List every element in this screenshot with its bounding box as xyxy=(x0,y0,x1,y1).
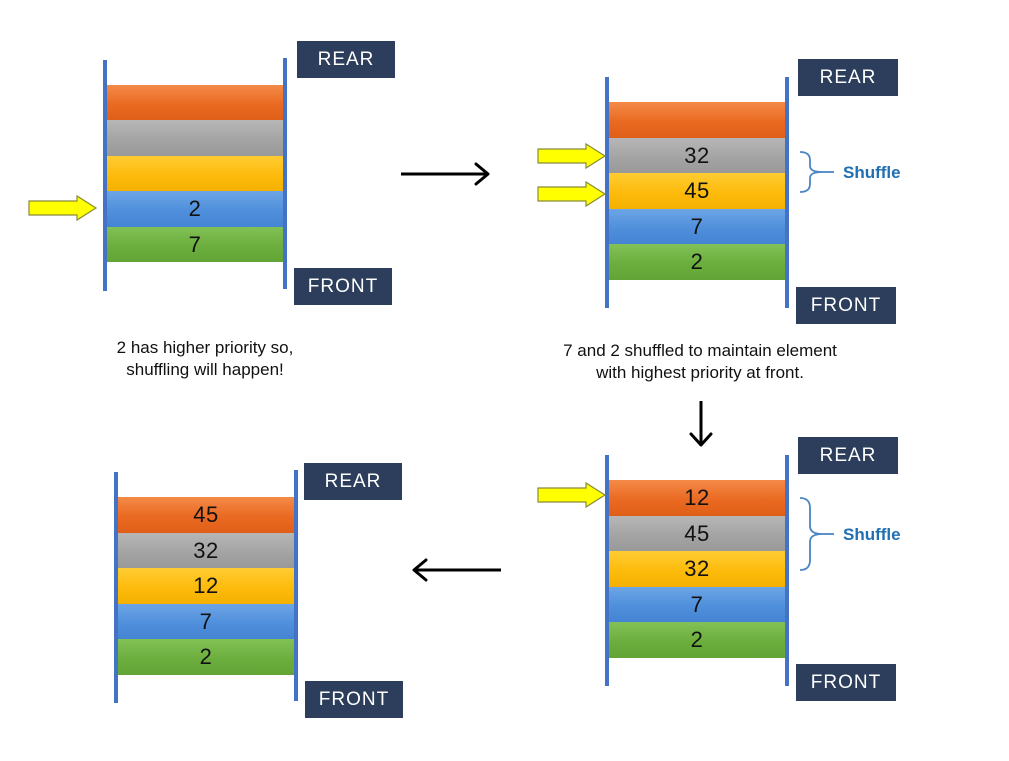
caption-line: shuffling will happen! xyxy=(126,360,284,379)
queue-slot: 32 xyxy=(609,138,785,173)
queue-slot: 7 xyxy=(609,209,785,244)
queue-slot: 2 xyxy=(107,191,283,227)
panel-1-caption: 2 has higher priority so, shuffling will… xyxy=(60,337,350,381)
queue-slot: 7 xyxy=(118,604,294,639)
queue-slot: 12 xyxy=(609,480,785,516)
left-arrow-icon xyxy=(412,558,501,582)
queue-slot: 7 xyxy=(609,587,785,622)
front-label: FRONT xyxy=(796,664,896,701)
queue-slot xyxy=(609,102,785,138)
front-label: FRONT xyxy=(796,287,896,324)
shuffle-label: Shuffle xyxy=(843,163,901,182)
caption-line: 7 and 2 shuffled to maintain element xyxy=(563,341,837,360)
queue-left-rail xyxy=(605,77,609,308)
queue-right-rail xyxy=(785,77,789,308)
queue-right-rail xyxy=(283,58,287,289)
panel-2-caption: 7 and 2 shuffled to maintain element wit… xyxy=(520,340,880,384)
insert-pointer-arrow xyxy=(537,180,607,208)
rear-label: REAR xyxy=(798,437,898,474)
queue-slot xyxy=(107,120,283,156)
queue-slot xyxy=(107,85,283,120)
shuffle-brace-icon xyxy=(799,151,834,193)
queue-left-rail xyxy=(605,455,609,686)
queue-slot: 2 xyxy=(609,244,785,280)
insert-pointer-arrow xyxy=(28,194,98,222)
queue-slot: 45 xyxy=(118,497,294,533)
queue-slot: 7 xyxy=(107,227,283,262)
rear-label: REAR xyxy=(297,41,395,78)
queue-slot: 32 xyxy=(118,533,294,568)
down-arrow-icon xyxy=(689,401,713,447)
front-label: FRONT xyxy=(305,681,403,718)
queue-slot xyxy=(107,156,283,191)
right-arrow-icon xyxy=(401,162,490,186)
rear-label: REAR xyxy=(304,463,402,500)
insert-pointer-arrow xyxy=(537,481,607,509)
queue-slot: 2 xyxy=(609,622,785,658)
queue-right-rail xyxy=(785,455,789,686)
shuffle-brace-icon xyxy=(799,497,834,571)
queue-slot: 32 xyxy=(609,551,785,587)
queue-left-rail xyxy=(103,60,107,291)
queue-slot: 2 xyxy=(118,639,294,675)
queue-slot: 45 xyxy=(609,516,785,551)
queue-left-rail xyxy=(114,472,118,703)
front-label: FRONT xyxy=(294,268,392,305)
caption-line: with highest priority at front. xyxy=(596,363,804,382)
queue-slot: 45 xyxy=(609,173,785,209)
rear-label: REAR xyxy=(798,59,898,96)
queue-slot: 12 xyxy=(118,568,294,604)
caption-line: 2 has higher priority so, xyxy=(116,338,294,357)
shuffle-label: Shuffle xyxy=(843,525,901,544)
insert-pointer-arrow xyxy=(537,142,607,170)
queue-right-rail xyxy=(294,470,298,701)
